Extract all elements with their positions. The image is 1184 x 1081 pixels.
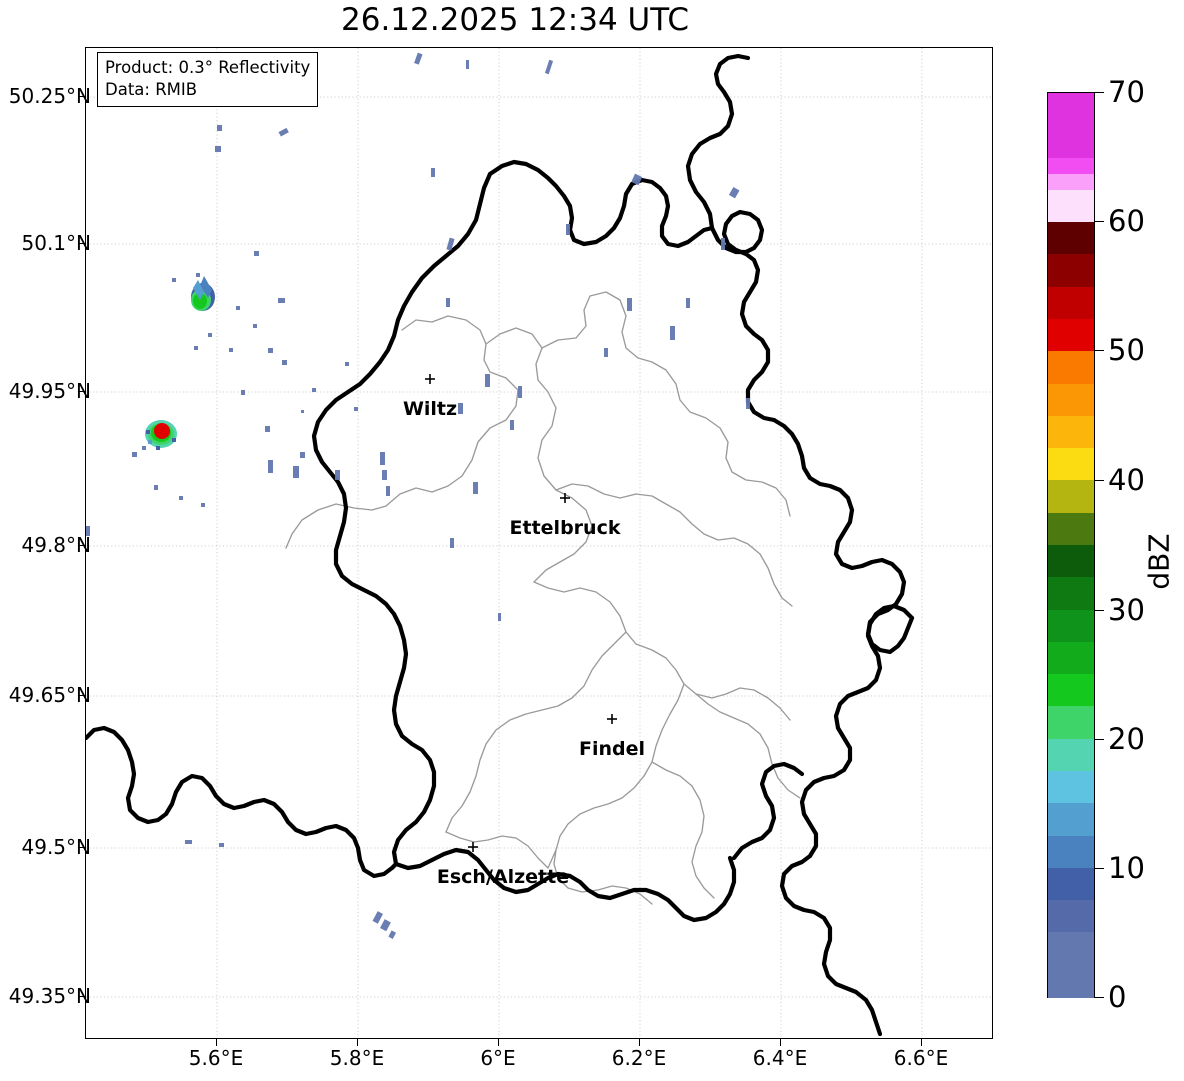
colorbar-tick-label-20: 20 bbox=[1108, 722, 1145, 756]
x-tick-mark bbox=[357, 1039, 358, 1046]
x-tick-mark bbox=[216, 1039, 217, 1046]
x-tick-label-6-2: 6.2°E bbox=[611, 1046, 667, 1070]
national-borders bbox=[86, 53, 915, 1037]
city-label-esch-alzette: Esch/Alzette bbox=[436, 866, 570, 888]
colorbar-band bbox=[1048, 157, 1094, 175]
colorbar-band bbox=[1048, 738, 1094, 773]
colorbar-tick-label-30: 30 bbox=[1108, 593, 1145, 627]
colorbar-band bbox=[1048, 674, 1094, 708]
colorbar-band bbox=[1048, 93, 1094, 159]
colorbar-tick-label-60: 60 bbox=[1108, 204, 1145, 238]
city-label-wiltz: Wiltz bbox=[402, 398, 458, 420]
colorbar-tick-label-10: 10 bbox=[1108, 851, 1145, 885]
page-title: 26.12.2025 12:34 UTC bbox=[341, 2, 689, 38]
y-tick-label-49-35: 49.35°N bbox=[8, 984, 91, 1008]
colorbar-band bbox=[1048, 867, 1094, 902]
x-tick-label-6-4: 6.4°E bbox=[752, 1046, 808, 1070]
colorbar-tick-mark bbox=[1095, 739, 1104, 740]
colorbar-band bbox=[1048, 577, 1094, 611]
colorbar-band bbox=[1048, 545, 1094, 579]
product-info-box: Product: 0.3° Reflectivity Data: RMIB bbox=[97, 52, 319, 107]
city-marker-esch-alzette bbox=[468, 842, 478, 852]
colorbar-tick-mark bbox=[1095, 480, 1104, 481]
y-tick-label-49-65: 49.65°N bbox=[8, 683, 91, 707]
colorbar-axis-label: dBZ bbox=[1142, 533, 1176, 590]
info-data-line: Data: RMIB bbox=[105, 79, 198, 99]
district-boundaries bbox=[285, 291, 801, 905]
y-tick-label-49-8: 49.8°N bbox=[21, 533, 92, 557]
colorbar-band bbox=[1048, 351, 1094, 385]
x-tick-mark bbox=[498, 1039, 499, 1046]
city-marker-wiltz bbox=[425, 374, 435, 384]
y-tick-mark bbox=[78, 545, 85, 546]
colorbar-tick-mark bbox=[1095, 997, 1104, 998]
y-tick-mark bbox=[78, 847, 85, 848]
info-product-line: Product: 0.3° Reflectivity bbox=[105, 58, 311, 77]
city-label-ettelbruck: Ettelbruck bbox=[509, 517, 621, 539]
colorbar-band bbox=[1048, 222, 1094, 256]
colorbar-band bbox=[1048, 189, 1094, 224]
x-tick-mark bbox=[780, 1039, 781, 1046]
y-tick-mark bbox=[78, 96, 85, 97]
x-tick-mark bbox=[639, 1039, 640, 1046]
colorbar-band bbox=[1048, 448, 1094, 482]
colorbar-tick-label-40: 40 bbox=[1108, 463, 1145, 497]
city-label-findel: Findel bbox=[578, 738, 646, 760]
colorbar-band bbox=[1048, 609, 1094, 643]
colorbar-band bbox=[1048, 512, 1094, 547]
x-tick-label-5-6: 5.6°E bbox=[188, 1046, 244, 1070]
y-tick-label-50-1: 50.1°N bbox=[21, 231, 92, 255]
y-tick-label-49-95: 49.95°N bbox=[8, 379, 91, 403]
colorbar-band bbox=[1048, 803, 1094, 837]
radar-map-panel[interactable]: Wiltz Ettelbruck Findel Esch/Alzette bbox=[85, 47, 993, 1039]
city-marker-findel bbox=[607, 714, 617, 724]
colorbar-band bbox=[1048, 286, 1094, 321]
y-tick-mark bbox=[78, 695, 85, 696]
x-tick-label-6-6: 6.6°E bbox=[893, 1046, 949, 1070]
colorbar-band bbox=[1048, 641, 1094, 676]
y-tick-mark bbox=[78, 243, 85, 244]
colorbar-tick-mark bbox=[1095, 610, 1104, 611]
colorbar-tick-label-70: 70 bbox=[1108, 75, 1145, 109]
x-tick-mark bbox=[921, 1039, 922, 1046]
colorbar-band bbox=[1048, 319, 1094, 353]
colorbar-tick-label-50: 50 bbox=[1108, 333, 1145, 367]
radar-echo-noise bbox=[86, 52, 750, 939]
colorbar-tick-mark bbox=[1095, 92, 1104, 93]
colorbar-tick-mark bbox=[1095, 221, 1104, 222]
colorbar-band bbox=[1048, 383, 1094, 417]
colorbar-band bbox=[1048, 706, 1094, 740]
y-tick-mark bbox=[78, 996, 85, 997]
colorbar-band bbox=[1048, 932, 1094, 999]
colorbar-tick-mark bbox=[1095, 350, 1104, 351]
colorbar-band bbox=[1048, 415, 1094, 450]
gridlines bbox=[86, 48, 992, 1038]
colorbar-tick-mark bbox=[1095, 868, 1104, 869]
city-marker-ettelbruck bbox=[560, 493, 570, 503]
colorbar-band bbox=[1048, 480, 1094, 514]
y-tick-label-50-25: 50.25°N bbox=[8, 84, 91, 108]
colorbar[interactable] bbox=[1047, 92, 1095, 999]
city-markers bbox=[425, 374, 617, 852]
colorbar-band bbox=[1048, 254, 1094, 288]
x-tick-label-6-0: 6°E bbox=[480, 1046, 516, 1070]
colorbar-tick-label-0: 0 bbox=[1108, 980, 1127, 1014]
colorbar-band bbox=[1048, 835, 1094, 869]
colorbar-band bbox=[1048, 771, 1094, 805]
radar-echo-cell-northwest bbox=[191, 276, 215, 311]
colorbar-band bbox=[1048, 900, 1094, 934]
y-tick-mark bbox=[78, 391, 85, 392]
radar-echo-cell-strong-west bbox=[145, 420, 177, 450]
radar-map-svg bbox=[86, 48, 992, 1038]
x-tick-label-5-8: 5.8°E bbox=[329, 1046, 385, 1070]
colorbar-band bbox=[1048, 173, 1094, 191]
y-tick-label-49-5: 49.5°N bbox=[21, 835, 92, 859]
